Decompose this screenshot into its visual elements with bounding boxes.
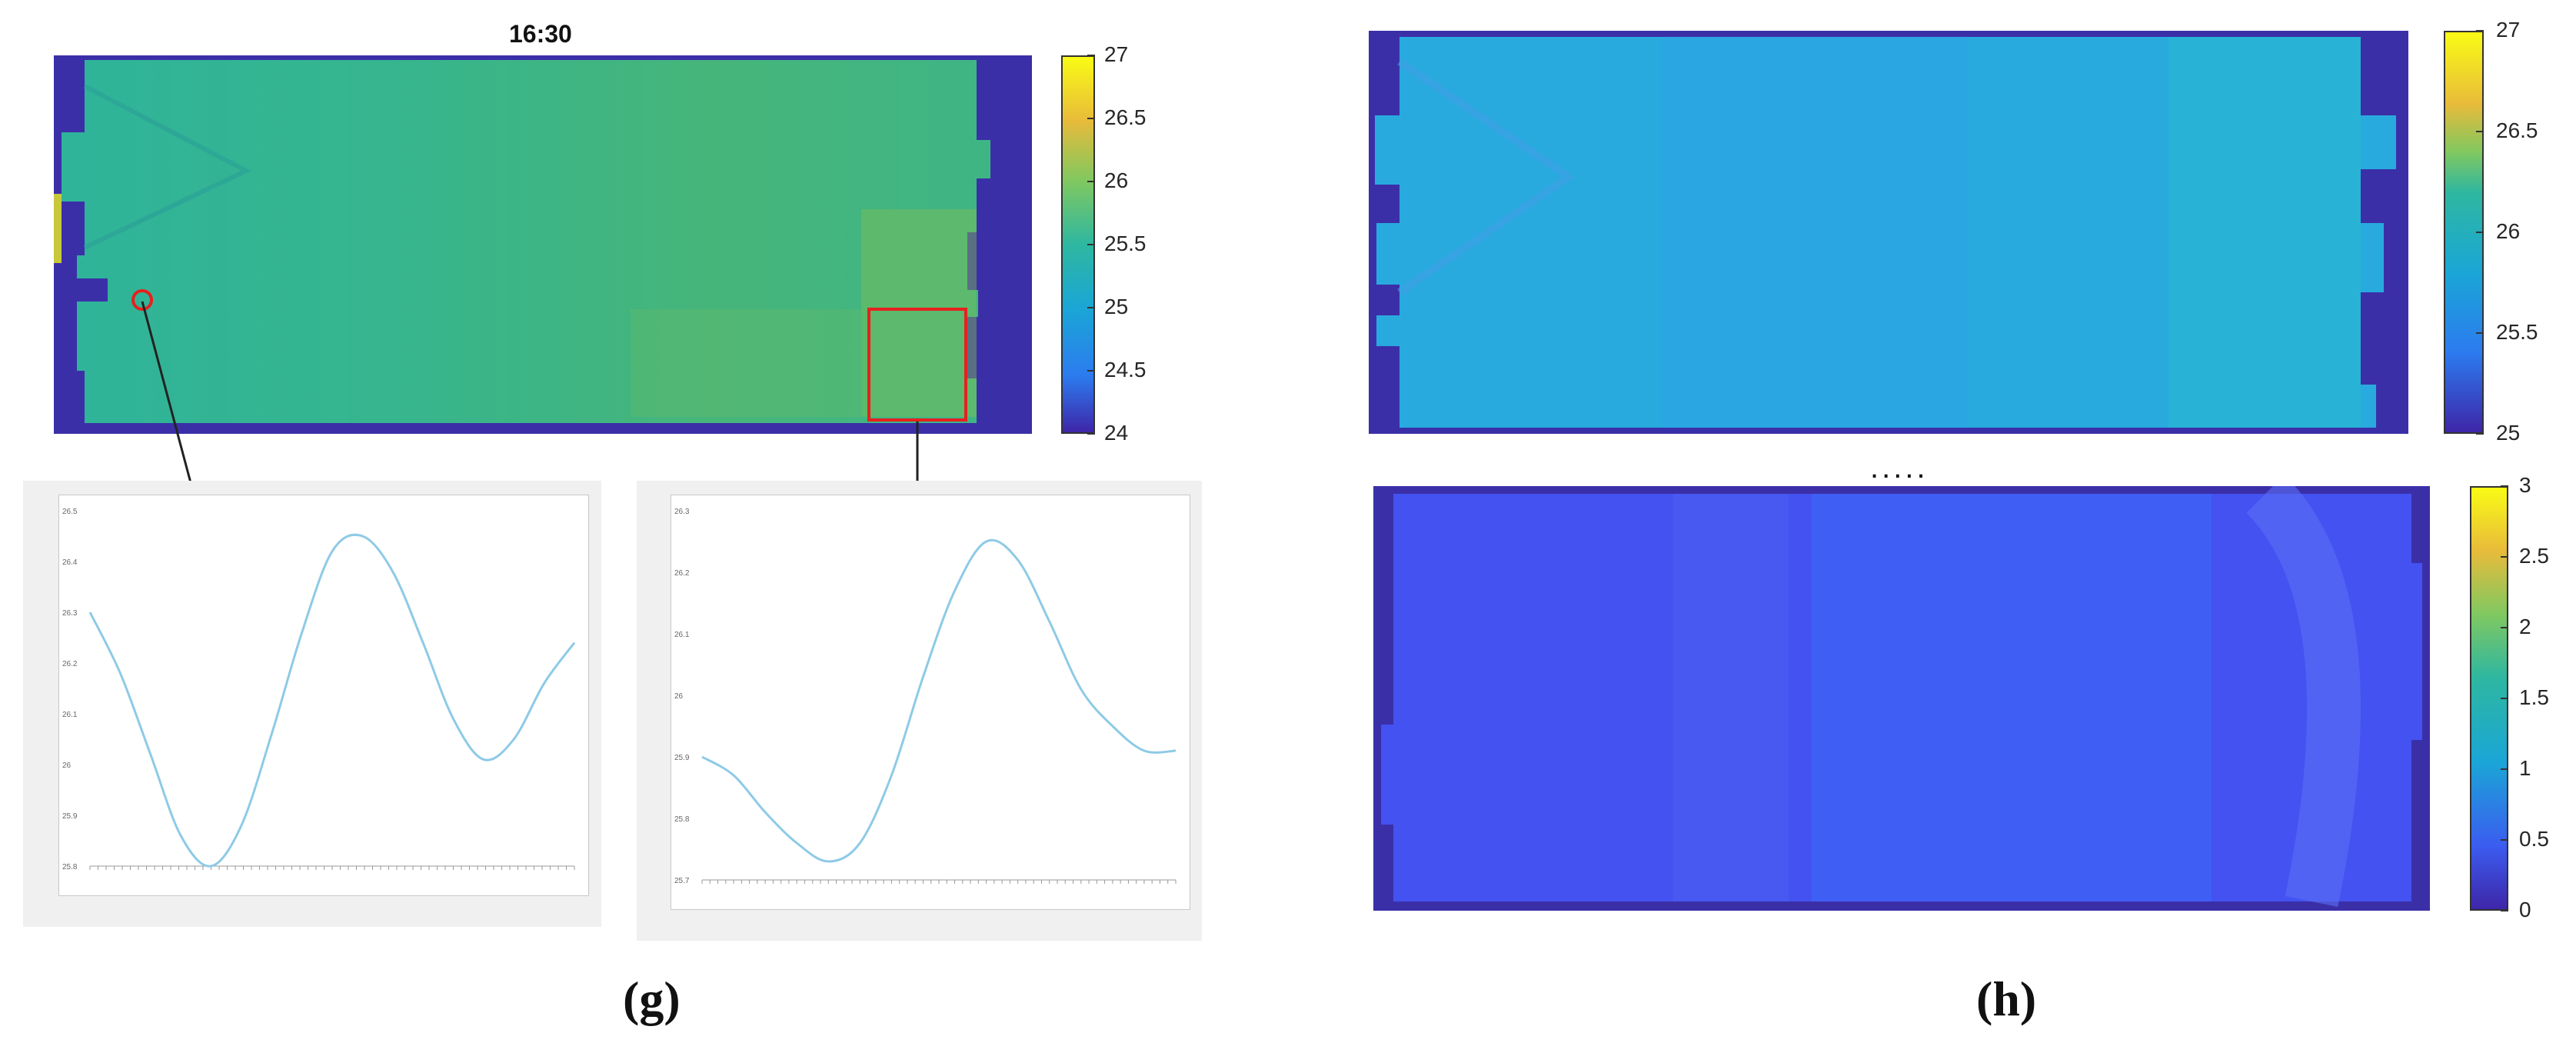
mini-y-tick-label: 26.5: [62, 508, 78, 516]
colorbar-tick-mark: [1087, 244, 1095, 245]
heatmap-g-edge-warm: [54, 194, 62, 263]
colorbar-tick-mark: [2476, 30, 2484, 32]
colorbar-tick-label: 26.5: [1104, 105, 1147, 129]
mini-plot-left: 26.5 26.4 26.3 26.2 26.1 26 25.9 25.8: [58, 495, 589, 896]
colorbar-tick-label: 24: [1104, 421, 1129, 445]
mini-y-tick-label: 26.1: [62, 711, 78, 719]
ellipsis: .....: [1870, 451, 1929, 485]
heatmap-h-top-diagonal: [1397, 58, 1576, 296]
mini-series-line: [88, 533, 576, 868]
mini-y-tick-label: 26.2: [674, 569, 690, 578]
colorbar-tick-label: 0: [2519, 898, 2531, 921]
heatmap-title: 16:30: [509, 20, 572, 48]
mini-y-tick-label: 25.8: [674, 815, 690, 824]
colorbar-tick-label: 3: [2519, 473, 2531, 497]
colorbar-tick-label: 25: [1104, 295, 1129, 318]
panel-label-h: (h): [1976, 971, 2037, 1026]
heatmap-h-top: [1369, 31, 2408, 434]
colorbar-tick-label: 2: [2519, 615, 2531, 638]
colorbar-tick-label: 25.5: [1104, 232, 1147, 255]
heatmap-g-svg: [54, 55, 1032, 434]
mini-y-tick-label: 25.7: [674, 877, 690, 885]
colorbar-tick-label: 1.5: [2519, 685, 2549, 709]
colorbar-tick-mark: [1087, 181, 1095, 182]
colorbar-tick-mark: [1087, 370, 1095, 372]
heatmap-g-warm-speckle: [631, 309, 861, 417]
panel-label-g: (g): [623, 971, 681, 1026]
mini-plot-right: 26.3 26.2 26.1 26 25.9 25.8 25.7: [671, 495, 1190, 910]
colorbar-tick-mark: [2501, 485, 2508, 487]
colorbar-tick-label: 24.5: [1104, 358, 1147, 382]
heatmap-g-circle-marker: [131, 289, 153, 311]
heatmap-g: [54, 55, 1032, 434]
mini-series-line: [701, 538, 1177, 863]
colorbar-tick-mark: [1087, 55, 1095, 56]
heatmap-h-bottom: [1373, 486, 2430, 911]
colorbar-tick-label: 0.5: [2519, 827, 2549, 851]
colorbar-tick-mark: [2476, 232, 2484, 233]
colorbar-tick-mark: [2476, 332, 2484, 334]
colorbar-tick-label: 2.5: [2519, 544, 2549, 568]
heatmap-g-body: [62, 60, 990, 423]
mini-line-chart-right: 26.3 26.2 26.1 26 25.9 25.8 25.7: [674, 508, 1177, 885]
heatmap-h-bottom-right-arc: [2245, 486, 2361, 908]
colorbar-tick-mark: [2476, 131, 2484, 132]
heatmap-g-rect-marker: [867, 308, 967, 422]
mini-y-tick-label: 26: [674, 692, 684, 701]
colorbar-tick-label: 26.5: [2496, 118, 2538, 142]
colorbar-tick-label: 1: [2519, 756, 2531, 780]
heatmap-h-top-svg: [1369, 31, 2408, 434]
colorbar-tick-mark: [1087, 307, 1095, 308]
mini-y-tick-label: 25.9: [674, 754, 690, 762]
colorbar-tick-mark: [2501, 698, 2508, 699]
colorbar-tick-mark: [2501, 556, 2508, 558]
colorbar-tick-label: 25.5: [2496, 320, 2538, 344]
colorbar-tick-label: 26: [1104, 168, 1129, 192]
mini-y-tick-label: 26.3: [674, 508, 690, 516]
mini-y-tick-label: 26.2: [62, 660, 78, 668]
colorbar-tick-label: 25: [2496, 421, 2521, 445]
colorbar-tick-label: 27: [2496, 18, 2521, 42]
colorbar-tick-mark: [2476, 433, 2484, 435]
mini-plot-right-frame: 26.3 26.2 26.1 26 25.9 25.8 25.7: [637, 481, 1202, 941]
colorbar-tick-label: 26: [2496, 219, 2521, 243]
mini-plot-left-frame: 26.5 26.4 26.3 26.2 26.1 26 25.9 25.8: [23, 481, 601, 927]
colorbar-tick-mark: [2501, 839, 2508, 841]
heatmap-h-top-right: [2168, 37, 2361, 428]
colorbar-tick-label: 27: [1104, 42, 1129, 66]
heatmap-h-bottom-band-1: [1673, 494, 1789, 901]
heatmap-h-bottom-band-2: [1812, 494, 2212, 901]
mini-y-tick-label: 26.3: [62, 609, 78, 618]
colorbar-tick-mark: [2501, 768, 2508, 770]
colorbar-tick-mark: [1087, 433, 1095, 435]
mini-line-chart-left: 26.5 26.4 26.3 26.2 26.1 26 25.9 25.8: [62, 508, 576, 871]
heatmap-h-bottom-svg: [1373, 486, 2430, 911]
colorbar-tick-mark: [2501, 627, 2508, 628]
colorbar-tick-mark: [2501, 910, 2508, 911]
mini-y-tick-label: 25.8: [62, 863, 78, 871]
mini-y-tick-label: 25.9: [62, 812, 78, 821]
mini-y-tick-label: 26.4: [62, 558, 78, 567]
mini-y-tick-label: 26: [62, 761, 72, 770]
heatmap-h-top-center: [1661, 37, 1969, 428]
heatmap-g-diagonal-left: [83, 84, 251, 250]
heatmap-g-warm-region: [861, 209, 977, 417]
colorbar-tick-mark: [1087, 118, 1095, 119]
mini-y-tick-label: 26.1: [674, 631, 690, 639]
